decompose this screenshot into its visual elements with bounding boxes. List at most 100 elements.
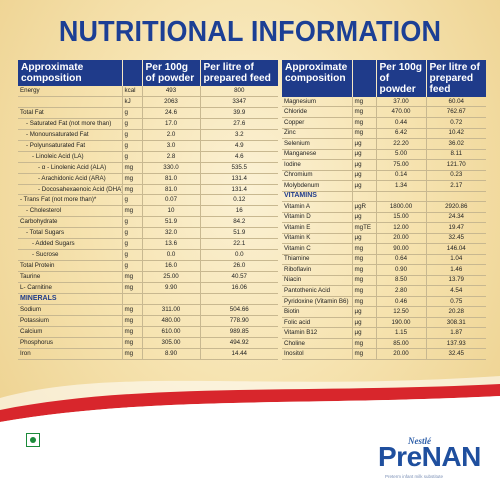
nutrient-name: - Arachidonic Acid (ARA) bbox=[18, 173, 123, 185]
section-row: MINERALS bbox=[18, 293, 278, 306]
table-row: kJ 2063 3347 bbox=[18, 96, 278, 108]
table-row: Total Fat g 24.6 39.9 bbox=[18, 107, 278, 119]
nutrient-unit: mg bbox=[352, 285, 377, 297]
value-per-litre: 4.6 bbox=[200, 151, 278, 163]
value-per-litre: 22.1 bbox=[200, 238, 278, 251]
nutrient-unit: mg bbox=[122, 337, 143, 349]
nutrient-name: Total Protein bbox=[18, 260, 123, 273]
value-per-100g: 51.9 bbox=[142, 216, 201, 229]
value-per-100g: 0.44 bbox=[376, 117, 427, 129]
header-per-litre: Per litre of prepared feed bbox=[200, 60, 278, 86]
table-row: - Cholesterol mg 10 16 bbox=[18, 205, 278, 218]
nutrient-unit bbox=[122, 293, 143, 306]
table-row: Carbohydrate g 51.9 84.2 bbox=[18, 216, 278, 229]
value-per-litre: 989.85 bbox=[200, 326, 278, 338]
nutrient-name: - Cholesterol bbox=[18, 205, 123, 218]
table-row: Taurine mg 25.00 40.57 bbox=[18, 271, 278, 284]
nutrient-unit: g bbox=[122, 249, 143, 262]
value-per-litre: 494.92 bbox=[200, 337, 278, 349]
table-body-left: Energy kcal 493 800 kJ 2063 3347 Total Fat g 24.6… bbox=[18, 86, 278, 361]
table-row: Manganese µg 5.00 8.11 bbox=[282, 149, 486, 161]
nutrient-name: MINERALS bbox=[18, 293, 123, 306]
nutrient-name: Selenium bbox=[282, 138, 353, 150]
nutrient-name: Biotin bbox=[282, 306, 353, 318]
value-per-100g: 6.42 bbox=[376, 128, 427, 140]
nutrient-name: Molybdenum bbox=[282, 180, 353, 192]
nutrient-unit: mg bbox=[122, 348, 143, 361]
table-row: Potassium mg 480.00 778.90 bbox=[18, 315, 278, 327]
nutrient-unit: µg bbox=[352, 317, 377, 329]
value-per-litre: 14.44 bbox=[200, 348, 278, 361]
value-per-100g: 0.14 bbox=[376, 170, 427, 182]
nutrient-unit: mg bbox=[122, 304, 143, 316]
table-row: L- Carnitine mg 9.90 16.06 bbox=[18, 282, 278, 295]
table-row: Energy kcal 493 800 bbox=[18, 86, 278, 97]
nutrient-name: - Docosahexaenoic Acid (DHA) bbox=[18, 184, 123, 196]
value-per-litre: 3.2 bbox=[200, 129, 278, 141]
table-row: Riboflavin mg 0.90 1.46 bbox=[282, 264, 486, 276]
value-per-100g: 330.0 bbox=[142, 162, 201, 174]
table-row: - Total Sugars g 32.0 51.9 bbox=[18, 227, 278, 240]
value-per-100g: 1.34 bbox=[376, 180, 427, 192]
nutrient-unit: µg bbox=[352, 159, 377, 171]
value-per-100g: 16.0 bbox=[142, 260, 201, 273]
nutrient-name: Manganese bbox=[282, 149, 353, 161]
value-per-litre: 32.45 bbox=[426, 348, 486, 360]
value-per-litre: 4.9 bbox=[200, 140, 278, 152]
nutrient-name: - Added Sugars bbox=[18, 238, 123, 251]
value-per-100g: 17.0 bbox=[142, 118, 201, 130]
nutrient-unit: mgTE bbox=[352, 222, 377, 234]
table-row: Molybdenum µg 1.34 2.17 bbox=[282, 180, 486, 192]
value-per-100g: 15.00 bbox=[376, 212, 427, 224]
value-per-100g: 0.0 bbox=[142, 249, 201, 262]
nutrient-unit: µg bbox=[352, 233, 377, 245]
value-per-100g: 470.00 bbox=[376, 106, 427, 118]
table-row: Phosphorus mg 305.00 494.92 bbox=[18, 337, 278, 349]
table-row: - Monounsaturated Fat g 2.0 3.2 bbox=[18, 129, 278, 141]
decorative-wave bbox=[0, 376, 500, 500]
value-per-100g: 22.20 bbox=[376, 138, 427, 150]
nutrient-name: Riboflavin bbox=[282, 264, 353, 276]
table-body-right: Magnesium mg 37.00 60.04 Chloride mg 470.00 762… bbox=[282, 97, 486, 360]
nutrient-name: Copper bbox=[282, 117, 353, 129]
nutrition-table-left: Approximate composition Per 100g of powd… bbox=[18, 60, 278, 361]
nutrient-unit: mg bbox=[352, 128, 377, 140]
nutrient-name: Vitamin D bbox=[282, 212, 353, 224]
nutrient-name: VITAMINS bbox=[282, 191, 353, 203]
table-row: - Added Sugars g 13.6 22.1 bbox=[18, 238, 278, 251]
nutrient-name: Sodium bbox=[18, 304, 123, 316]
value-per-100g: 0.64 bbox=[376, 254, 427, 266]
value-per-litre: 24.34 bbox=[426, 212, 486, 224]
value-per-litre: 16 bbox=[200, 205, 278, 218]
value-per-litre: 131.4 bbox=[200, 173, 278, 185]
value-per-100g: 10 bbox=[142, 205, 201, 218]
value-per-100g: 13.6 bbox=[142, 238, 201, 251]
nutrient-name: Potassium bbox=[18, 315, 123, 327]
header-composition: Approximate composition bbox=[282, 60, 353, 97]
value-per-100g: 32.0 bbox=[142, 227, 201, 240]
nutrient-name: Phosphorus bbox=[18, 337, 123, 349]
nutrient-unit: mg bbox=[122, 184, 143, 196]
header-unit bbox=[352, 60, 377, 97]
prenan-logo: PreNAN bbox=[378, 441, 481, 472]
nutrient-name: Taurine bbox=[18, 271, 123, 284]
value-per-100g: 2063 bbox=[142, 96, 201, 108]
value-per-litre: 26.0 bbox=[200, 260, 278, 273]
section-row: VITAMINS bbox=[282, 191, 486, 203]
nutrient-name: Vitamin K bbox=[282, 233, 353, 245]
nutrient-name bbox=[18, 96, 123, 108]
value-per-litre: 0.72 bbox=[426, 117, 486, 129]
nutrient-name: - Saturated Fat (not more than) bbox=[18, 118, 123, 130]
nutrient-unit: mg bbox=[122, 173, 143, 185]
value-per-litre: 504.66 bbox=[200, 304, 278, 316]
value-per-litre: 51.9 bbox=[200, 227, 278, 240]
value-per-litre: 16.06 bbox=[200, 282, 278, 295]
value-per-litre: 0.75 bbox=[426, 296, 486, 308]
table-row: Biotin µg 12.50 20.28 bbox=[282, 306, 486, 318]
nutrient-name: Zinc bbox=[282, 128, 353, 140]
nutrient-unit: g bbox=[122, 227, 143, 240]
nutrient-name: - Polyunsaturated Fat bbox=[18, 140, 123, 152]
value-per-litre: 308.31 bbox=[426, 317, 486, 329]
